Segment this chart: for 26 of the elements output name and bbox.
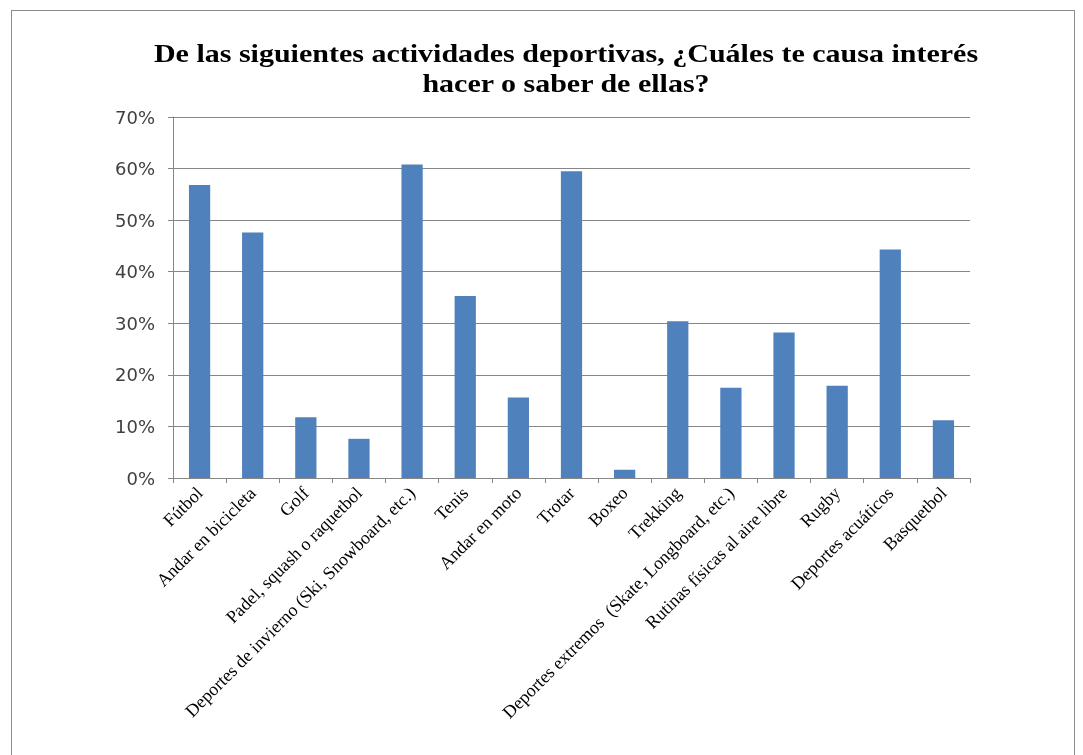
x-tick-label: Tenis (430, 482, 473, 525)
y-tick-label: 10% (114, 415, 155, 437)
bar (188, 185, 211, 478)
bar (932, 420, 955, 478)
bar (401, 164, 423, 478)
y-tick-label: 60% (114, 158, 155, 180)
bar (879, 249, 901, 478)
y-tick-label: 70% (114, 106, 155, 128)
bar (295, 417, 317, 478)
bar (507, 397, 529, 478)
bar (826, 385, 848, 478)
bar (720, 387, 742, 478)
bar (614, 469, 636, 478)
bar (667, 321, 689, 478)
x-tick-label: Golf (275, 482, 313, 521)
bar (773, 332, 795, 478)
bar (560, 171, 583, 478)
bar (242, 232, 264, 478)
chart-title: De las siguientes actividades deportivas, ¿Cuáles te causa interés hacer o saber de ellas? (152, 39, 980, 99)
bar (348, 438, 370, 478)
bar (454, 295, 476, 478)
y-tick-label: 40% (114, 261, 155, 283)
y-tick-label: 50% (114, 209, 155, 231)
y-tick-label: 0% (126, 467, 155, 489)
y-tick-label: 30% (114, 312, 155, 334)
y-tick-label: 20% (114, 364, 155, 386)
